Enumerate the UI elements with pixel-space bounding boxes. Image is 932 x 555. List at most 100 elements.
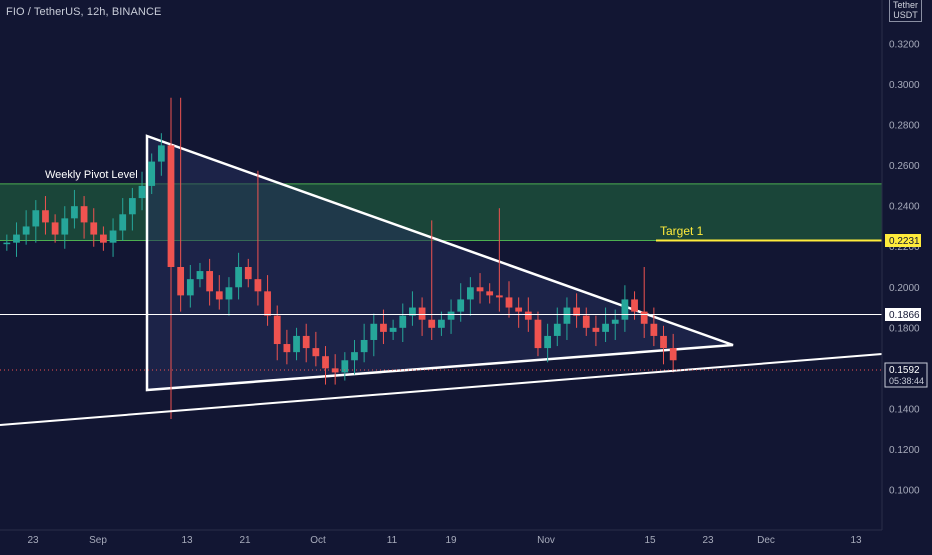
y-tick-label: 0.1200	[889, 445, 920, 456]
candle-body	[515, 307, 523, 312]
candle-body	[409, 307, 416, 316]
trendline-layer	[0, 239, 883, 426]
currency-box[interactable]: Tether USDT	[888, 0, 922, 22]
candle-body	[51, 222, 59, 235]
candle-body	[331, 368, 339, 373]
candle-body	[399, 315, 407, 328]
candle-body	[370, 323, 378, 340]
candle-body	[669, 348, 677, 361]
currency-top: Tether	[892, 0, 918, 10]
y-tick-label: 0.2400	[889, 202, 920, 213]
target-price-tag	[885, 234, 921, 247]
candle-body	[138, 185, 146, 199]
candle-body	[100, 234, 107, 243]
candles-layer	[3, 97, 677, 420]
y-tick-label: 0.1400	[889, 404, 920, 415]
candle-body	[148, 161, 156, 186]
candle-body	[283, 344, 291, 353]
y-tick-label: 0.2600	[889, 161, 920, 172]
x-tick-label: 13	[850, 535, 862, 546]
candle-body	[553, 323, 561, 336]
x-axis[interactable]: 23 Sep 13 21 Oct 11 19 Nov 15 23 Dec 13	[0, 529, 882, 546]
y-tick-label: 0.2800	[889, 121, 920, 132]
candle-body	[351, 352, 358, 361]
candle-body	[90, 222, 98, 235]
x-tick-label: 23	[702, 535, 714, 546]
candle-body	[447, 311, 455, 320]
annotation-layer: Weekly Pivot Level Target 1	[45, 169, 704, 238]
candle-body	[22, 226, 30, 235]
currency-label: USDT	[893, 10, 918, 20]
candle-body	[592, 327, 600, 332]
y-tick-label: 0.1800	[889, 323, 920, 334]
candle-body	[611, 319, 619, 324]
candle-body	[380, 323, 387, 332]
candle-body	[573, 307, 580, 316]
candle-body	[660, 335, 667, 349]
y-tick-label: 0.2000	[889, 283, 920, 294]
candle-body	[640, 311, 648, 324]
candle-body	[119, 214, 127, 231]
candle-body	[505, 297, 513, 308]
x-tick-label: Nov	[537, 535, 555, 546]
candle-body	[13, 234, 20, 243]
candle-body	[71, 206, 78, 219]
candle-body	[582, 315, 590, 328]
last-price-tag	[884, 362, 928, 388]
candle-body	[109, 230, 117, 243]
candle-body	[264, 291, 271, 316]
last-price-text: 0.1592	[889, 365, 920, 376]
candle-body	[495, 295, 503, 298]
candle-body	[457, 299, 465, 312]
chart-title: FIO / TetherUS, 12h, BINANCE	[6, 6, 162, 18]
candle-body	[312, 348, 320, 357]
candle-body	[360, 339, 368, 353]
candle-body	[215, 291, 223, 300]
candle-body	[486, 291, 494, 296]
candle-body	[428, 319, 436, 328]
candle-body	[32, 210, 40, 227]
candle-body	[42, 210, 49, 223]
x-tick-label: 23	[27, 535, 39, 546]
candle-body	[466, 287, 474, 300]
countdown-text: 05:38:44	[889, 376, 924, 386]
support-price-tag	[885, 308, 921, 321]
x-tick-label: Oct	[310, 535, 326, 546]
candle-body	[563, 307, 571, 324]
candle-body	[157, 145, 165, 162]
candle-body	[167, 145, 175, 267]
candle-body	[235, 267, 242, 288]
candle-body	[177, 267, 185, 296]
candle-body	[322, 356, 329, 369]
candle-body	[293, 335, 300, 353]
candle-body	[534, 319, 542, 349]
ascending-trendline	[0, 353, 883, 426]
support-price-text: 0.1866	[889, 310, 920, 321]
candle-body	[476, 287, 484, 292]
candle-body	[254, 279, 262, 292]
candle-body	[621, 299, 629, 320]
candle-body	[418, 307, 426, 320]
candle-body	[244, 267, 252, 280]
candle-body	[544, 335, 552, 349]
x-tick-label: Dec	[757, 535, 775, 546]
target-label: Target 1	[660, 224, 704, 238]
price-tags: 0.2231 0.1866 0.1592 05:38:44	[884, 234, 928, 388]
candle-body	[128, 198, 136, 215]
pivot-level-label: Weekly Pivot Level	[45, 169, 138, 181]
x-tick-label: 15	[644, 535, 656, 546]
candle-body	[273, 315, 281, 345]
candle-body	[631, 299, 638, 312]
candle-body	[650, 323, 658, 336]
candle-body	[438, 319, 445, 328]
candle-body	[61, 218, 69, 235]
candle-body	[524, 311, 532, 320]
y-tick-label: 0.3000	[889, 80, 920, 91]
candle-body	[302, 335, 310, 349]
candle-body	[225, 287, 233, 300]
y-axis[interactable]: 0.3200 0.3000 0.2800 0.2600 0.2400 0.2200 0.20…	[881, 0, 920, 530]
candle-body	[196, 271, 204, 280]
target-price-text: 0.2231	[889, 236, 920, 247]
